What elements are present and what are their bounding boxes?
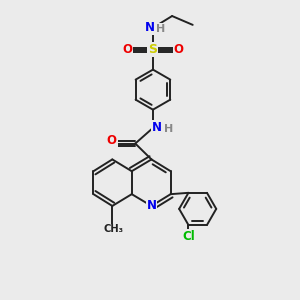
Text: O: O — [107, 134, 117, 147]
Text: CH₃: CH₃ — [104, 224, 124, 235]
Text: H: H — [156, 24, 165, 34]
Text: O: O — [122, 44, 132, 56]
Text: S: S — [148, 44, 158, 56]
Text: Cl: Cl — [183, 230, 195, 243]
Text: N: N — [144, 21, 154, 34]
Text: N: N — [152, 122, 161, 134]
Text: O: O — [174, 44, 184, 56]
Text: N: N — [146, 200, 157, 212]
Text: H: H — [164, 124, 173, 134]
